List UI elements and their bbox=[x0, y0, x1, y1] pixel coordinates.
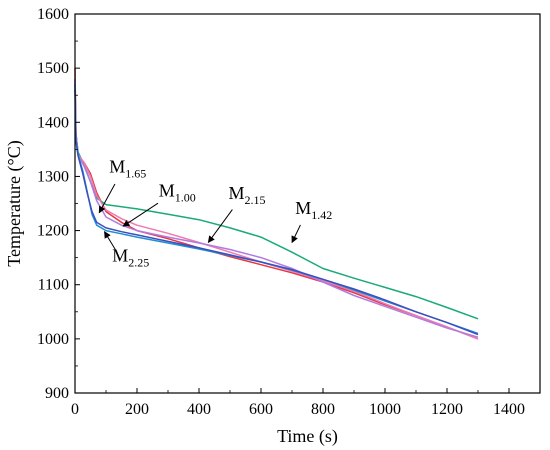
axes-layer: 0 200 400 600 800 1000 1200 1400 900 1000 1100 1200… bbox=[37, 6, 541, 418]
y-tick-label: 900 bbox=[45, 385, 69, 402]
series-line-m1-00 bbox=[74, 68, 479, 340]
series-line-m2-25-blue2 bbox=[74, 89, 479, 336]
annotation-label: M2.15 bbox=[229, 183, 266, 207]
x-tick-label: 600 bbox=[249, 401, 273, 418]
series-layer bbox=[74, 68, 479, 340]
y-tick-label: 1400 bbox=[37, 114, 69, 131]
x-axis-label: Time (s) bbox=[277, 426, 338, 447]
annotation-m2-15: M2.15 bbox=[207, 183, 266, 244]
y-axis-label: Temperature (°C) bbox=[4, 140, 25, 266]
annotation-m2-25: M2.25 bbox=[104, 231, 149, 269]
y-tick-label: 1200 bbox=[37, 223, 69, 240]
annotation-arrow bbox=[104, 231, 117, 252]
y-tick-label: 1300 bbox=[37, 168, 69, 185]
annotation-label: M1.42 bbox=[295, 198, 332, 222]
y-tick-label: 1000 bbox=[37, 331, 69, 348]
x-tick-label: 1200 bbox=[431, 401, 463, 418]
annotation-m1-00: M1.00 bbox=[122, 180, 196, 227]
x-tick-label: 800 bbox=[311, 401, 335, 418]
annotation-label: M1.65 bbox=[109, 157, 146, 181]
annotation-arrow bbox=[207, 209, 233, 244]
x-tick-label: 0 bbox=[71, 401, 79, 418]
annotation-arrow bbox=[122, 202, 159, 227]
y-tick-label: 1600 bbox=[37, 6, 69, 23]
annotation-layer: M1.65 M1.00 M2.15 M1.42 M2.25 bbox=[98, 157, 332, 269]
annotation-label: M1.00 bbox=[159, 180, 196, 204]
x-tick-label: 400 bbox=[187, 401, 211, 418]
series-line-m2-15 bbox=[74, 78, 479, 338]
y-tick-label: 1500 bbox=[37, 60, 69, 77]
x-tick-label: 1000 bbox=[369, 401, 401, 418]
series-line-m1-42 bbox=[74, 78, 479, 320]
y-tick-label: 1100 bbox=[38, 277, 69, 294]
annotation-arrow bbox=[291, 224, 301, 244]
annotation-label: M2.25 bbox=[112, 245, 149, 269]
x-tick-label: 1400 bbox=[493, 401, 525, 418]
x-tick-label: 200 bbox=[125, 401, 149, 418]
annotation-m1-42: M1.42 bbox=[291, 198, 332, 244]
series-line-m1-65 bbox=[74, 78, 479, 340]
annotation-m1-65: M1.65 bbox=[98, 157, 146, 214]
annotation-arrow bbox=[98, 183, 116, 214]
